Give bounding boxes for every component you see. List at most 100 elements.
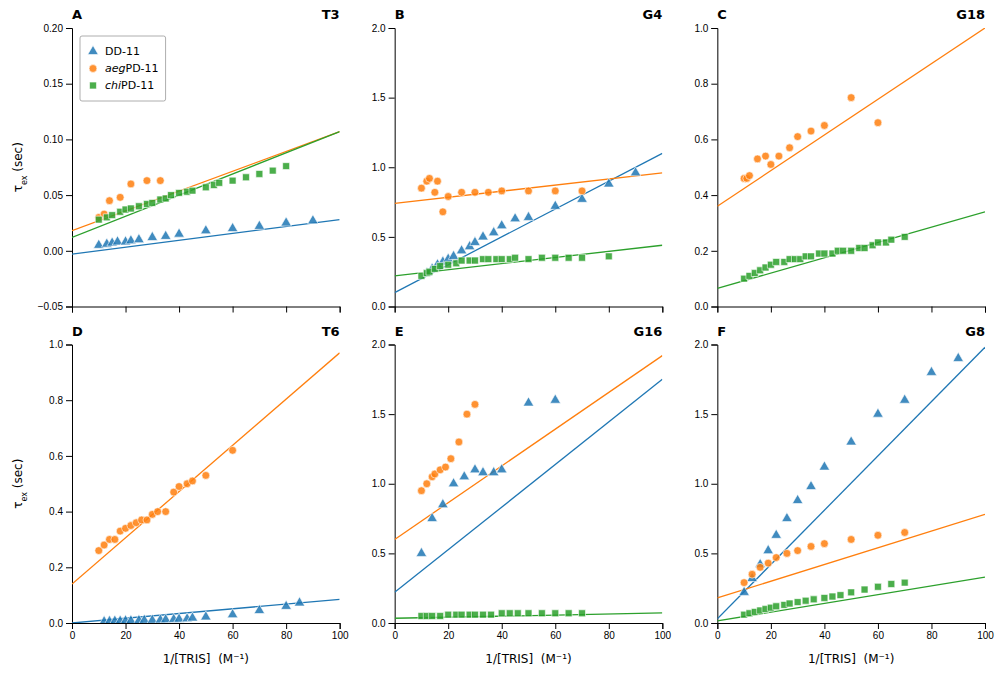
y-axis: 0.00.20.40.60.81.0 — [694, 23, 717, 313]
point — [806, 480, 817, 489]
point — [847, 94, 855, 102]
y-tick-mark — [389, 414, 395, 415]
point — [269, 167, 276, 174]
point — [550, 394, 561, 403]
y-tick-mark — [66, 28, 72, 29]
y-tick-mark — [389, 28, 395, 29]
panel-title: T3 — [322, 7, 340, 22]
plot-area — [395, 153, 663, 292]
y-tick-mark — [66, 251, 72, 252]
y-axis: 0.00.51.01.52.0 — [372, 23, 395, 313]
x-axis — [73, 307, 341, 313]
x-tick-mark — [286, 307, 287, 313]
y-tick-mark — [389, 167, 395, 168]
point — [510, 213, 521, 222]
point — [484, 188, 492, 196]
point — [808, 253, 815, 260]
point — [472, 257, 479, 264]
point — [111, 536, 119, 544]
plot-area — [72, 353, 340, 623]
y-axis-line — [711, 345, 718, 624]
point — [820, 540, 828, 548]
y-tick-label: 0.5 — [694, 548, 708, 559]
element: ex — [20, 175, 29, 185]
point — [127, 180, 135, 188]
point — [434, 177, 442, 185]
y-tick: 0.0 — [49, 618, 72, 629]
point — [874, 583, 881, 590]
point — [775, 152, 783, 160]
x-tick-label: 100 — [654, 630, 671, 641]
x-axis: 020406080100 — [715, 623, 994, 641]
x-tick-label: 80 — [926, 630, 938, 641]
y-tick: 0.4 — [49, 506, 72, 517]
x-axis-line — [718, 624, 986, 630]
point — [149, 199, 156, 206]
y-tick-label: 2.0 — [372, 339, 386, 350]
y-tick-label: 0.05 — [44, 190, 64, 201]
fit-line — [717, 514, 985, 598]
point — [256, 170, 263, 177]
x-axis-line — [73, 307, 341, 313]
y-tick: 0.0 — [694, 301, 717, 312]
point — [783, 549, 791, 557]
x-axis-line — [395, 307, 663, 313]
point — [496, 220, 507, 229]
y-tick: 0.8 — [49, 395, 72, 406]
x-tick — [286, 307, 287, 313]
x-tick-mark — [555, 307, 556, 313]
point — [448, 478, 459, 487]
point — [143, 177, 151, 185]
point — [763, 545, 774, 554]
point — [472, 611, 479, 618]
x-tick: 100 — [332, 623, 349, 641]
series — [94, 215, 319, 249]
panel-label: A — [72, 7, 82, 22]
point — [551, 187, 559, 195]
point — [888, 581, 895, 588]
y-tick-mark — [66, 567, 72, 568]
y-tick: 1.0 — [49, 339, 72, 350]
x-tick-label: 0 — [715, 630, 721, 641]
point — [187, 612, 198, 621]
point — [848, 247, 855, 254]
point — [243, 174, 250, 181]
x-axis: 020406080100 — [392, 623, 671, 641]
x-tick-mark — [340, 623, 341, 629]
point — [772, 554, 780, 562]
series — [418, 253, 612, 279]
x-tick — [126, 307, 127, 313]
point — [429, 613, 436, 620]
point — [427, 512, 438, 521]
x-tick-mark — [931, 623, 932, 629]
point — [447, 455, 455, 463]
point — [764, 559, 772, 567]
point — [762, 152, 770, 160]
x-tick-mark — [878, 307, 879, 313]
x-axis — [395, 307, 663, 313]
point — [498, 187, 506, 195]
point — [445, 611, 452, 618]
point — [437, 613, 444, 620]
point — [739, 586, 750, 595]
y-axis: −0.050.000.050.100.150.20 — [38, 23, 73, 313]
y-tick-label: 0.6 — [694, 134, 708, 145]
point — [168, 192, 175, 199]
point — [794, 133, 802, 141]
y-axis-line — [389, 29, 396, 308]
y-tick-label: 0.4 — [694, 190, 708, 201]
plot-area — [395, 356, 663, 620]
x-tick: 100 — [654, 623, 671, 641]
x-tick: 20 — [443, 623, 455, 641]
point — [874, 531, 882, 539]
point — [538, 610, 545, 617]
x-tick — [233, 307, 234, 313]
y-tick: 0.2 — [694, 246, 717, 257]
legend-label: aegPD-11 — [105, 62, 159, 75]
panel: 0.00.51.01.52.0BG4 — [372, 7, 663, 313]
point — [847, 536, 855, 544]
x-axis-title: 1/[TRIS] (M⁻¹) — [163, 652, 249, 666]
y-tick-label: 0.4 — [49, 506, 63, 517]
point — [605, 253, 612, 260]
figure: −0.050.000.050.100.150.20AT3τex (sec)DD-… — [0, 0, 1000, 675]
